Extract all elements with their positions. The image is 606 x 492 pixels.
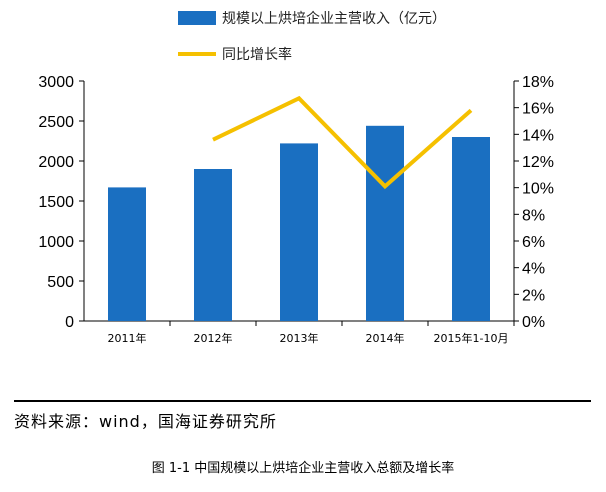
left-tick-label: 1500 <box>38 194 74 211</box>
left-tick-label: 2500 <box>38 114 74 131</box>
figure-caption: 图 1-1 中国规模以上烘培企业主营收入总额及增长率 <box>151 461 455 476</box>
x-tick-label: 2012年 <box>194 331 233 345</box>
bar-series <box>108 125 490 321</box>
x-axis-ticks: 2011年 2012年 2013年 2014年 2015年1-10月 <box>108 321 515 345</box>
left-tick-label: 500 <box>47 274 74 291</box>
left-tick-label: 3000 <box>38 74 74 91</box>
bar <box>366 125 404 321</box>
right-tick-label: 2% <box>522 287 545 304</box>
growth-line <box>212 95 473 190</box>
source-note: 资料来源：wind，国海证券研究所 <box>14 412 277 431</box>
left-tick-label: 0 <box>65 314 74 331</box>
legend-bar-swatch <box>178 11 216 25</box>
x-tick-label: 2015年1-10月 <box>434 331 509 345</box>
right-y-ticks: 0% 2% 4% 6% 8% 10% 12% 14% 16% 18% <box>514 74 554 331</box>
right-tick-label: 8% <box>522 207 545 224</box>
left-y-ticks: 0 500 1000 1500 2000 2500 3000 <box>38 74 84 331</box>
legend-line-label: 同比增长率 <box>222 46 292 63</box>
combo-chart: 规模以上烘培企业主营收入（亿元） 同比增长率 0 500 1000 1500 2000 2… <box>38 10 554 345</box>
left-tick-label: 2000 <box>38 154 74 171</box>
right-tick-label: 10% <box>522 181 554 198</box>
bar <box>280 143 318 321</box>
legend-bar-label: 规模以上烘培企业主营收入（亿元） <box>222 10 446 27</box>
bar <box>452 137 490 321</box>
right-tick-label: 4% <box>522 261 545 278</box>
right-tick-label: 16% <box>522 101 554 118</box>
right-tick-label: 14% <box>522 127 554 144</box>
x-tick-label: 2013年 <box>280 331 319 345</box>
right-tick-label: 12% <box>522 154 554 171</box>
right-tick-label: 6% <box>522 234 545 251</box>
bar <box>108 187 146 321</box>
legend: 规模以上烘培企业主营收入（亿元） 同比增长率 <box>178 10 446 63</box>
right-tick-label: 0% <box>522 314 545 331</box>
x-tick-label: 2014年 <box>366 331 405 345</box>
separator-line <box>14 400 591 402</box>
bar <box>194 169 232 321</box>
growth-line-series <box>212 95 473 190</box>
x-tick-label: 2011年 <box>108 331 147 345</box>
left-tick-label: 1000 <box>38 234 74 251</box>
right-tick-label: 18% <box>522 74 554 91</box>
